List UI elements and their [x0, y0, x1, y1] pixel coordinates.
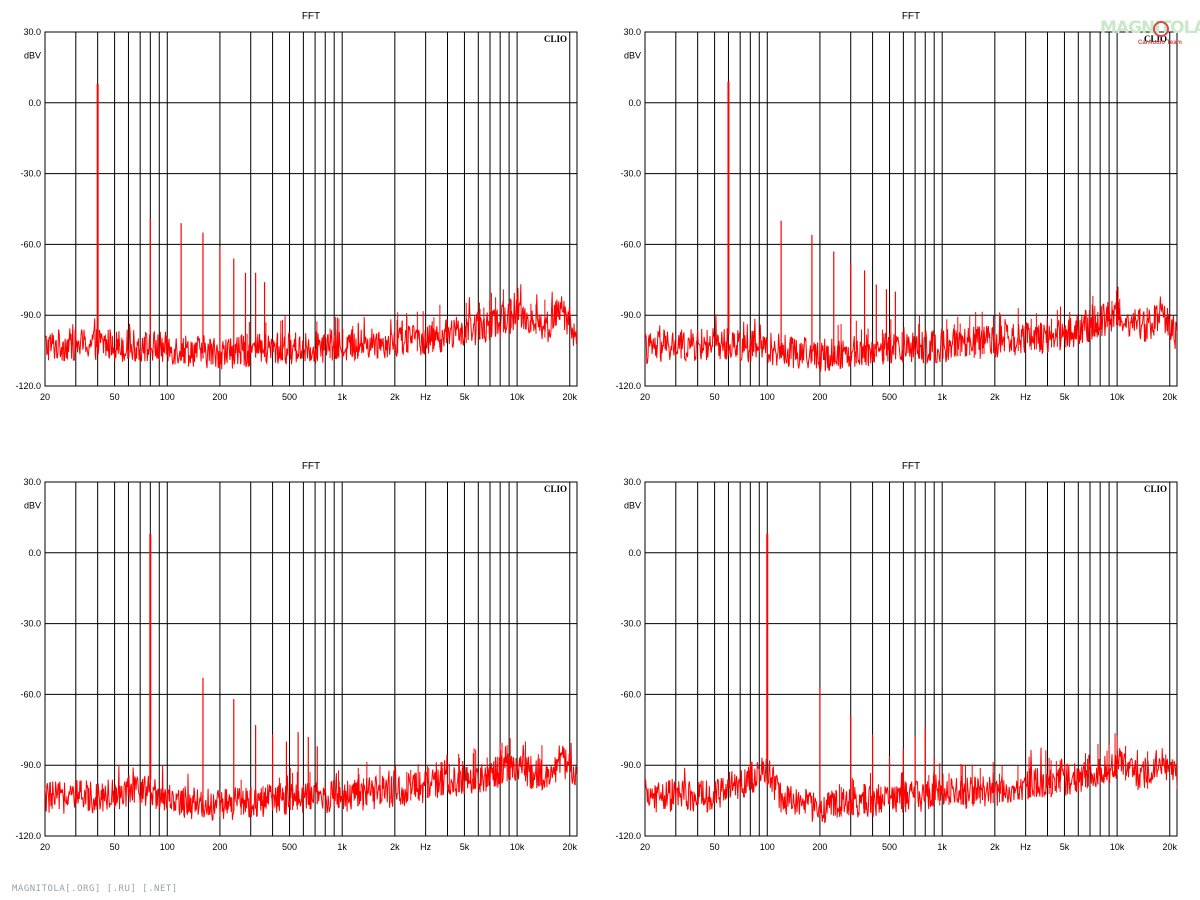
clio-brand-label: CLIO — [544, 34, 567, 44]
y-axis-label: dBV — [624, 51, 641, 61]
y-tick-label: -30.0 — [620, 619, 641, 629]
x-tick-label: 20 — [40, 842, 50, 852]
chart-title: FFT — [302, 11, 320, 22]
y-tick-label: -30.0 — [20, 619, 41, 629]
x-tick-label: 100 — [160, 842, 175, 852]
x-tick-label: Hz — [1020, 842, 1031, 852]
y-tick-label: -120.0 — [15, 381, 41, 391]
footer-watermark: MAGNITOLA[.ORG] [.RU] [.NET] — [12, 884, 178, 894]
plot-frame — [644, 481, 1178, 837]
x-tick-label: 10k — [510, 842, 525, 852]
chart-title: FFT — [902, 11, 920, 22]
y-axis-label: dBV — [624, 501, 641, 511]
x-tick-label: 20k — [563, 392, 578, 402]
plot-frame — [44, 31, 578, 387]
x-tick-label: Hz — [420, 842, 431, 852]
y-tick-label: -90.0 — [20, 760, 41, 770]
x-tick-label: 2k — [390, 392, 400, 402]
x-tick-label: 200 — [212, 392, 227, 402]
y-tick-label: 0.0 — [28, 548, 41, 558]
x-tick-label: 100 — [160, 392, 175, 402]
y-tick-label: -90.0 — [620, 760, 641, 770]
noise-floor-trace — [45, 742, 577, 821]
x-tick-label: 20 — [40, 392, 50, 402]
y-tick-label: -90.0 — [20, 310, 41, 320]
fft-panel: FFT 30.0 0.0 -30.0 -60.0 -90.0 -120.0 dBV 20 50 10… — [615, 461, 1177, 852]
x-tick-label: 5k — [1060, 842, 1070, 852]
y-tick-label: -60.0 — [620, 239, 641, 249]
y-tick-label: -120.0 — [615, 831, 641, 841]
y-tick-label: -90.0 — [620, 310, 641, 320]
x-tick-label: 200 — [812, 842, 827, 852]
x-tick-label: 5k — [460, 842, 470, 852]
x-tick-label: 50 — [710, 842, 720, 852]
x-tick-label: 1k — [337, 842, 347, 852]
noise-floor-trace — [645, 747, 1177, 824]
y-tick-label: -120.0 — [615, 381, 641, 391]
x-tick-label: 500 — [882, 842, 897, 852]
fft-panel: FFT 30.0 0.0 -30.0 -60.0 -90.0 -120.0 dBV 20 50 10… — [615, 11, 1177, 402]
clio-brand-label: CLIO — [1144, 484, 1167, 494]
fft-panel: FFT 30.0 0.0 -30.0 -60.0 -90.0 -120.0 dBV 20 50 10… — [15, 461, 577, 852]
noise-floor-trace — [645, 296, 1177, 372]
plot-frame — [644, 31, 1178, 387]
x-tick-label: 20k — [1163, 842, 1178, 852]
y-tick-label: 0.0 — [628, 98, 641, 108]
x-tick-label: 200 — [212, 842, 227, 852]
y-tick-label: -30.0 — [620, 169, 641, 179]
x-tick-label: 200 — [812, 392, 827, 402]
y-tick-label: 30.0 — [623, 477, 641, 487]
x-tick-label: 20 — [640, 842, 650, 852]
chart-title: FFT — [902, 461, 920, 472]
fft-panel: FFT 30.0 0.0 -30.0 -60.0 -90.0 -120.0 dBV 20 50 10… — [15, 11, 577, 402]
y-tick-label: 0.0 — [28, 98, 41, 108]
x-tick-label: 2k — [990, 392, 1000, 402]
y-tick-label: 30.0 — [623, 27, 641, 37]
x-tick-label: 2k — [390, 842, 400, 852]
y-tick-label: 30.0 — [23, 27, 41, 37]
x-tick-label: 1k — [337, 392, 347, 402]
x-tick-label: 500 — [282, 392, 297, 402]
y-tick-label: -60.0 — [20, 689, 41, 699]
x-tick-label: 20k — [1163, 392, 1178, 402]
logo-ring-icon — [1153, 21, 1169, 37]
y-tick-label: -60.0 — [620, 689, 641, 699]
x-tick-label: 1k — [937, 392, 947, 402]
clio-brand-label: CLIO — [1144, 34, 1167, 44]
y-tick-label: -120.0 — [15, 831, 41, 841]
x-tick-label: 100 — [760, 392, 775, 402]
noise-floor-trace — [45, 284, 577, 370]
x-tick-label: 1k — [937, 842, 947, 852]
x-tick-label: 5k — [1060, 392, 1070, 402]
watermark-text: MAGNITOLA — [1100, 18, 1200, 38]
y-tick-label: 30.0 — [23, 477, 41, 487]
x-tick-label: Hz — [420, 392, 431, 402]
x-tick-label: 50 — [110, 392, 120, 402]
x-tick-label: 500 — [882, 392, 897, 402]
y-axis-label: dBV — [24, 501, 41, 511]
y-tick-label: -60.0 — [20, 239, 41, 249]
y-tick-label: -30.0 — [20, 169, 41, 179]
y-tick-label: 0.0 — [628, 548, 641, 558]
clio-brand-label: CLIO — [544, 484, 567, 494]
x-tick-label: 5k — [460, 392, 470, 402]
x-tick-label: 20 — [640, 392, 650, 402]
x-tick-label: 500 — [282, 842, 297, 852]
x-tick-label: 2k — [990, 842, 1000, 852]
chart-title: FFT — [302, 461, 320, 472]
watermark-logo: MAGNITOLA CarAudio Team — [1100, 18, 1200, 50]
y-axis-label: dBV — [24, 51, 41, 61]
x-tick-label: 100 — [760, 842, 775, 852]
x-tick-label: Hz — [1020, 392, 1031, 402]
watermark-subtext: CarAudio Team — [1138, 40, 1182, 46]
x-tick-label: 10k — [1110, 392, 1125, 402]
x-tick-label: 50 — [710, 392, 720, 402]
x-tick-label: 10k — [510, 392, 525, 402]
x-tick-label: 10k — [1110, 842, 1125, 852]
plot-frame — [44, 481, 578, 837]
x-tick-label: 50 — [110, 842, 120, 852]
x-tick-label: 20k — [563, 842, 578, 852]
